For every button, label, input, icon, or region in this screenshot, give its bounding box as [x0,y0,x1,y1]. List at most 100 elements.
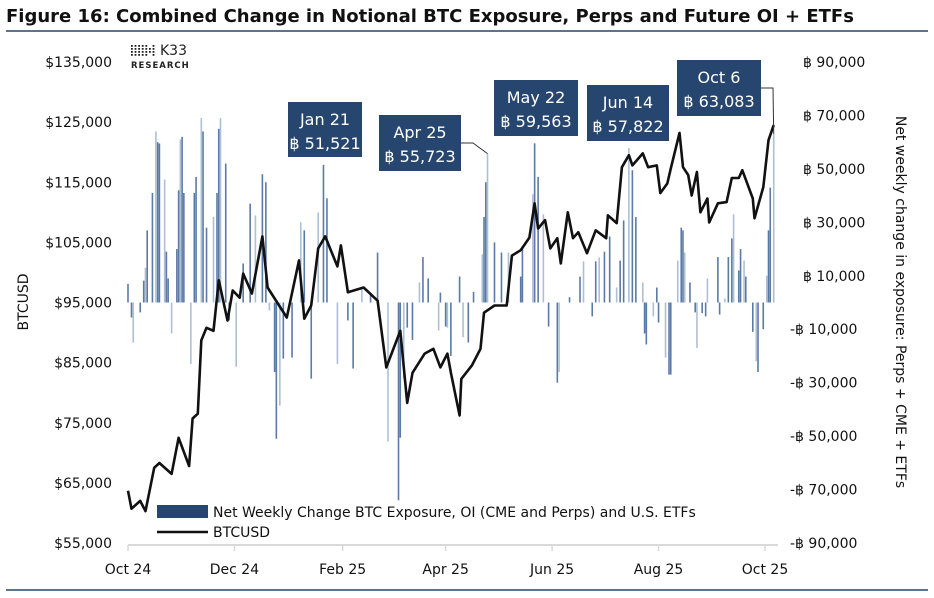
bar [205,227,208,303]
annotation-bg [677,60,761,116]
bar [139,302,142,313]
legend-bars-label: Net Weekly Change BTC Exposure, OI (CME … [213,505,696,521]
bar [450,302,452,356]
logo-dot [131,45,133,47]
bar [718,302,721,315]
right-tick-label: ฿ 50,000 [803,162,865,178]
left-tick-label: $65,000 [54,476,112,492]
bar [500,252,503,303]
bar [724,298,726,303]
bar [422,257,424,303]
bar [701,302,703,314]
bar [731,238,733,303]
bar [336,302,339,364]
annotations: Jan 21 ฿ 51,521 Apr 25 ฿ 55,723 May 22 ฿ 59,5… [288,60,775,171]
bar [615,287,618,303]
right-tick-label: ฿ 70,000 [803,108,865,124]
bar [165,251,168,303]
x-tick-label: Dec 24 [210,562,259,578]
annotation-box: Oct 6 ฿ 63,083 [677,60,775,134]
chart-title: Figure 16: Combined Change in Notional B… [6,6,854,27]
bar [762,302,765,330]
annotation-bg [288,102,362,157]
logo-dot [152,48,155,50]
bar [399,302,402,438]
bar [242,263,244,303]
bar [769,187,772,303]
bar [772,133,775,303]
bar [635,216,637,303]
bar [657,302,660,323]
right-tick-label: -฿ 30,000 [790,376,857,392]
right-tick-label: ฿ 10,000 [803,269,865,285]
x-tick-label: Jun 25 [529,562,574,578]
bar [179,139,182,303]
bar [631,170,634,303]
bar [743,260,745,303]
logo-dot [141,48,144,50]
annotation-value: ฿ 63,083 [683,92,754,111]
annotation-box: May 22 ฿ 59,563 [494,80,578,136]
logo-dot [138,51,140,53]
x-tick-label: Oct 25 [742,562,788,578]
bar [458,276,461,303]
bar [467,302,470,343]
logo-dot [141,45,144,47]
bar [757,302,759,372]
bar [739,249,742,303]
bar [664,302,667,358]
annotation-date: Oct 6 [698,68,741,87]
bar [532,194,534,303]
bar [622,220,625,303]
x-tick-label: Oct 24 [105,562,152,578]
bar [542,214,545,303]
bar [591,302,594,317]
bar [326,198,328,303]
bar [533,143,536,303]
logo-dot [145,45,148,47]
bar [402,302,405,379]
bar [299,222,302,303]
right-tick-label: -฿ 50,000 [790,429,857,445]
bar [732,214,735,303]
bar [177,190,180,303]
logo-subtext: RESEARCH [131,61,190,71]
right-axis-title: Net weekly change in exposure: Perps + C… [892,116,908,488]
right-tick-label: -฿ 90,000 [790,536,857,552]
logo-dot [145,51,148,53]
left-axis-title: BTCUSD [16,273,32,330]
bar [200,118,203,303]
bar [322,164,325,303]
bar [727,257,730,303]
left-tick-label: $115,000 [45,175,112,191]
bar [519,276,522,303]
bar [738,270,740,303]
bar [683,252,686,303]
bar [643,302,646,334]
right-tick-label: -฿ 10,000 [790,322,857,338]
bar [254,215,257,303]
annotation-box: Jan 21 ฿ 51,521 [288,102,362,157]
bar [167,278,169,303]
bar [406,302,409,328]
logo-dot [141,51,144,53]
k33-logo: K33 RESEARCH [131,43,190,71]
bar [217,128,220,303]
bar [696,302,698,348]
bar [547,302,550,327]
bar [155,131,157,303]
right-tick-label: ฿ 90,000 [803,55,865,71]
bar [291,302,293,358]
bar [195,176,197,303]
annotation-value: ฿ 55,723 [384,147,455,166]
bar [352,302,354,369]
annotation-date: May 22 [507,88,566,107]
left-tick-label: $55,000 [54,536,112,552]
bar [212,216,215,303]
bar [751,302,754,332]
logo-dots-icon [131,45,155,56]
annotation-box: Jun 14 ฿ 57,822 [587,85,669,141]
bar [170,302,173,334]
bar [603,251,606,303]
bar [156,142,159,303]
